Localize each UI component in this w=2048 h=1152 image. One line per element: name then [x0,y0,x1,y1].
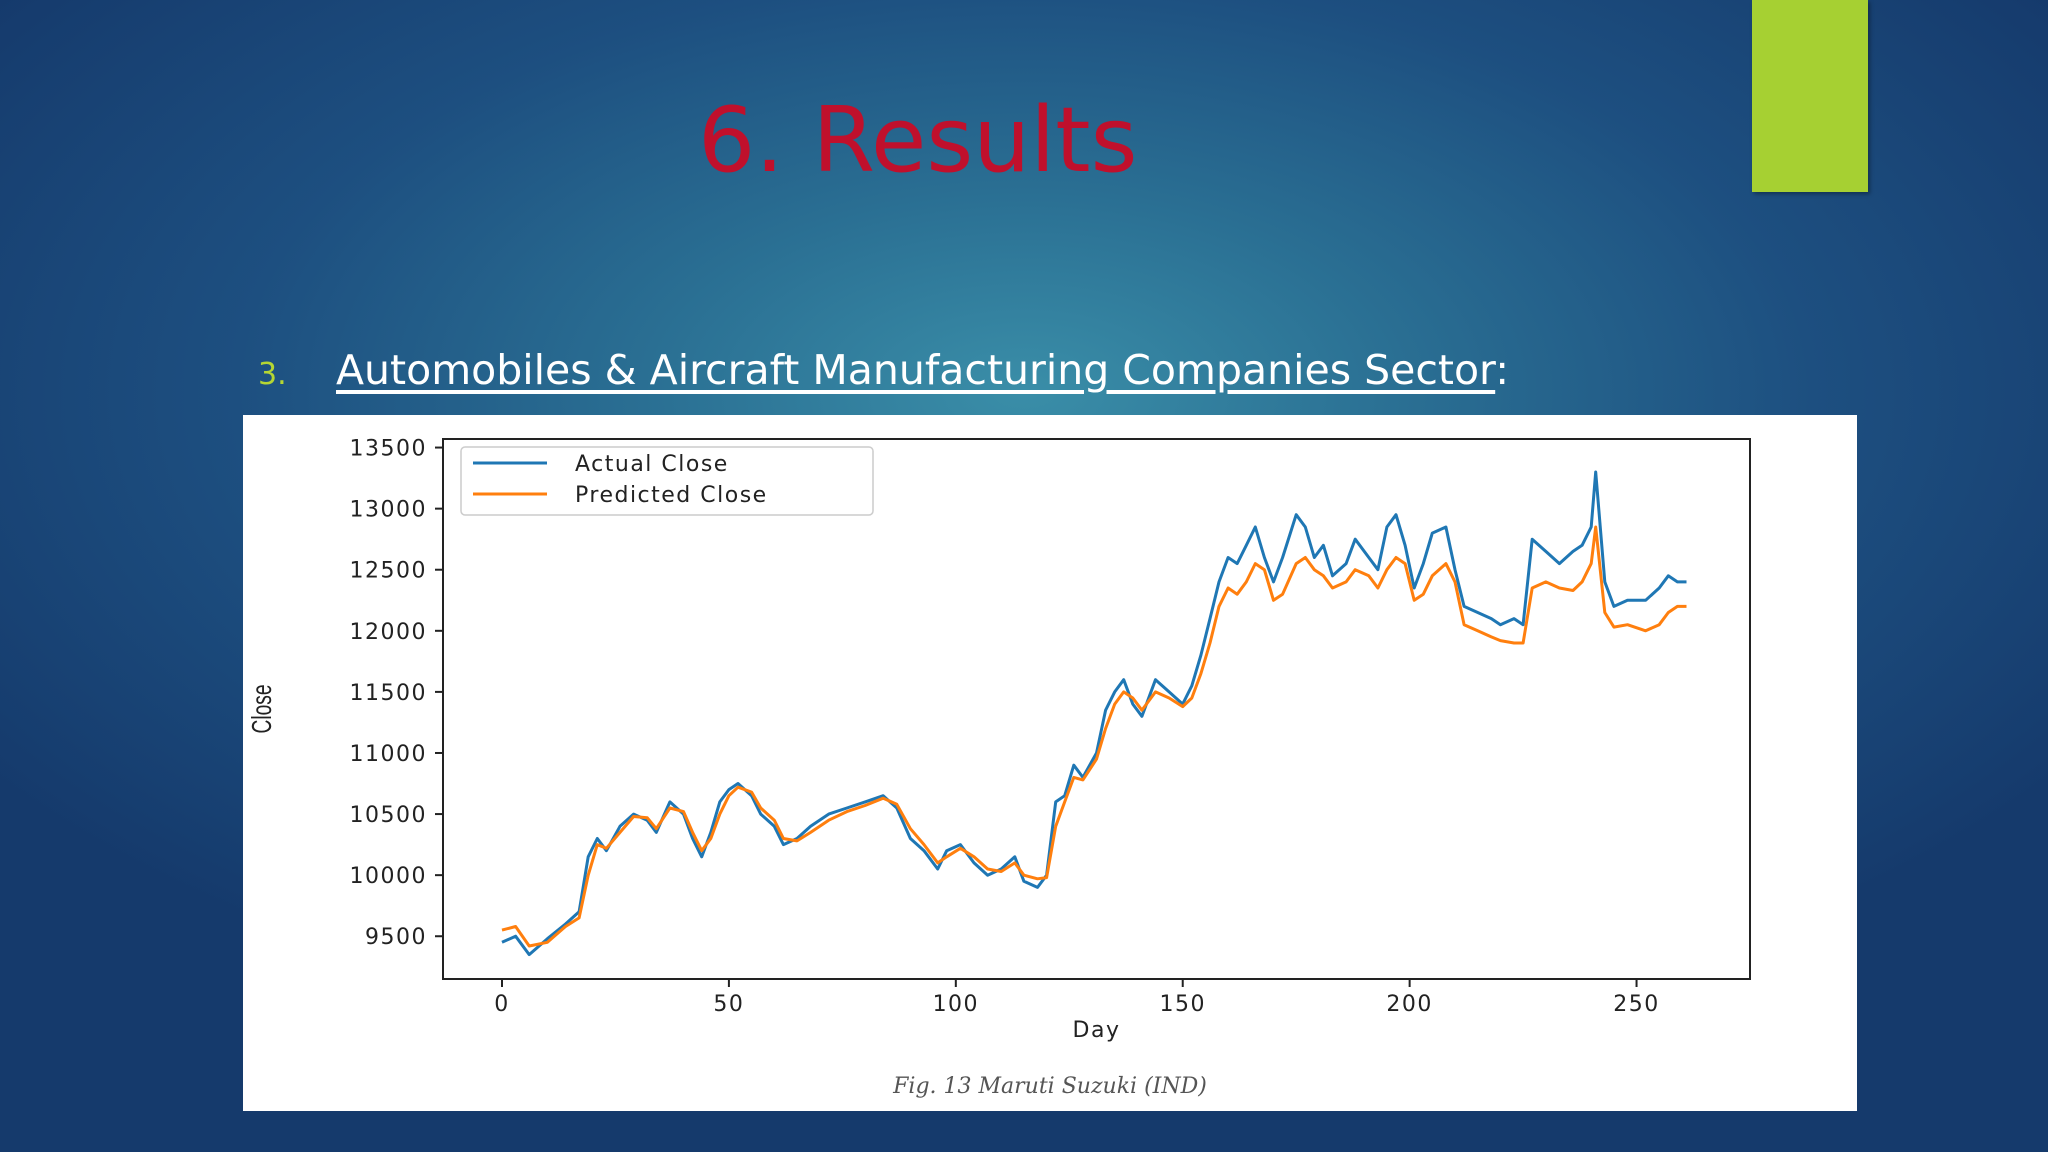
line-chart: 9500 10000 10500 11000 11500 12000 12500 13000 1… [247,437,1751,1043]
plot-frame [442,438,1751,980]
y-tick-label: 9500 [365,925,427,950]
series-line-actual-close [501,470,1687,957]
bullet-colon: : [1495,346,1510,394]
x-tick-label: 150 [1159,992,1206,1017]
bullet-line: 3. Automobiles & Aircraft Manufacturing C… [258,346,1509,394]
bullet-heading: Automobiles & Aircraft Manufacturing Com… [336,346,1496,394]
legend-box [460,446,874,516]
series-line-predicted-close [501,525,1687,948]
x-tick-label: 250 [1613,992,1660,1017]
x-tick-label: 200 [1386,992,1433,1017]
figure-caption: Fig. 13 Maruti Suzuki (IND) [893,1074,1207,1099]
y-tick-label: 11000 [350,742,428,767]
legend-label: Predicted Close [575,483,768,508]
x-tick-label: 50 [713,992,744,1017]
legend-label: Actual Close [575,452,729,477]
slide-title: 6. Results [698,88,1138,193]
x-tick-label: 0 [494,992,510,1017]
x-axis-label: Day [1073,1018,1121,1043]
y-axis-label: Close [247,684,278,733]
accent-bar [1752,0,1868,192]
bullet-number: 3. [258,357,287,392]
y-tick-label: 12000 [350,620,428,645]
y-tick-label: 10000 [350,864,428,889]
y-tick-label: 13000 [350,498,428,523]
figure-panel: 9500 10000 10500 11000 11500 12000 12500 13000 1… [243,415,1857,1111]
y-tick-label: 12500 [350,559,428,584]
y-tick-label: 11500 [350,681,428,706]
y-tick-label: 10500 [350,803,428,828]
x-tick-label: 100 [933,992,980,1017]
y-tick-label: 13500 [350,437,428,462]
